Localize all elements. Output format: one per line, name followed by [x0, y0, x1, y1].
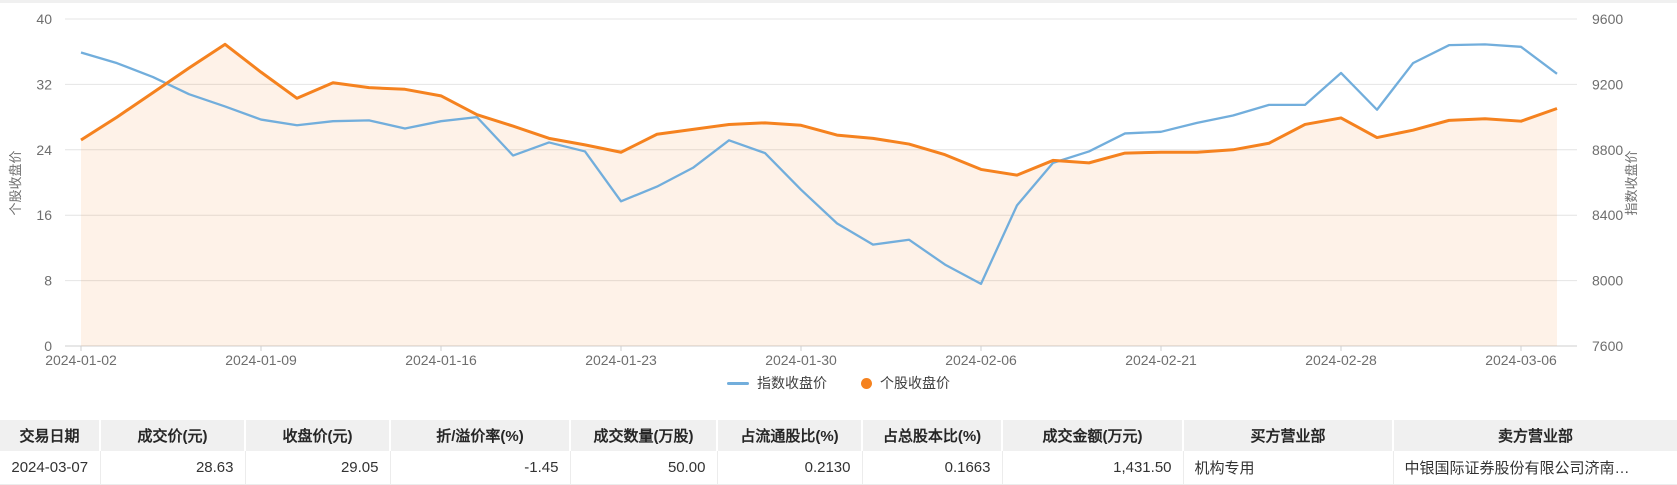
- x-axis-label: 2024-01-02: [45, 352, 117, 367]
- table-cell: 50.00: [569, 451, 717, 485]
- left-axis-tick-label: 16: [36, 207, 52, 223]
- table-cell: 中银国际证券股份有限公司济南…: [1392, 451, 1677, 485]
- table-cell: 0.2130: [716, 451, 862, 485]
- left-axis-tick-label: 32: [36, 76, 52, 92]
- right-axis-tick-label: 9200: [1592, 76, 1623, 92]
- table-cell: 29.05: [244, 451, 390, 485]
- right-axis-tick-label: 8000: [1592, 273, 1623, 289]
- x-axis-label: 2024-02-28: [1305, 352, 1377, 367]
- table-cell: 2024-03-07: [0, 451, 100, 485]
- table-header-row: 交易日期 成交价(元) 收盘价(元) 折/溢价率(%) 成交数量(万股) 占流通股比(%)…: [0, 420, 1677, 451]
- left-axis-tick-label: 0: [44, 338, 52, 354]
- stock-dot-marker: [861, 377, 872, 389]
- column-header: 收盘价(元): [244, 420, 390, 451]
- column-header: 买方营业部: [1182, 420, 1393, 451]
- legend-item-stock-close[interactable]: 个股收盘价: [861, 373, 950, 393]
- right-axis-title: 指数收盘价: [1624, 150, 1639, 215]
- column-header: 占总股本比(%): [861, 420, 1002, 451]
- x-axis-label: 2024-02-21: [1125, 352, 1197, 367]
- chart-svg[interactable]: 96009200880084008000760040322416802024-0…: [0, 3, 1677, 367]
- stock-close-line: [80, 42, 1558, 177]
- chart-legend: 指数收盘价 个股收盘价: [0, 373, 1677, 393]
- price-chart: 9600 9200 8800 8400 8000 7600 40 32 24 16 8 0 2024-0…: [0, 3, 1677, 393]
- stock-close-area: [81, 44, 1557, 346]
- left-axis-title: 个股收盘价: [8, 150, 23, 215]
- legend-label: 指数收盘价: [757, 375, 827, 391]
- right-axis-tick-label: 8800: [1592, 142, 1623, 158]
- right-axis-tick-label: 9600: [1592, 11, 1623, 27]
- column-header: 折/溢价率(%): [389, 420, 570, 451]
- table-row: 2024-03-07 28.63 29.05 -1.45 50.00 0.2130 0.16…: [0, 451, 1677, 485]
- left-axis-tick-label: 40: [36, 11, 52, 27]
- x-axis-label: 2024-01-09: [225, 352, 297, 367]
- x-axis-label: 2024-02-06: [945, 352, 1017, 367]
- column-header: 占流通股比(%): [716, 420, 862, 451]
- x-axis-label: 2024-01-23: [585, 352, 657, 367]
- column-header: 成交金额(万元): [1001, 420, 1183, 451]
- x-axis-label: 2024-01-30: [765, 352, 837, 367]
- column-header: 成交价(元): [99, 420, 245, 451]
- table-cell: 机构专用: [1182, 451, 1393, 485]
- table-cell: -1.45: [389, 451, 570, 485]
- table-cell: 0.1663: [861, 451, 1002, 485]
- table-cell: 1,431.50: [1001, 451, 1183, 485]
- index-close-line: [80, 43, 1558, 286]
- legend-item-index-close[interactable]: 指数收盘价: [727, 373, 827, 393]
- left-axis-tick-label: 24: [36, 142, 52, 158]
- trades-table: 交易日期 成交价(元) 收盘价(元) 折/溢价率(%) 成交数量(万股) 占流通股比(%)…: [0, 420, 1677, 485]
- legend-label: 个股收盘价: [880, 375, 950, 391]
- x-axis-label: 2024-01-16: [405, 352, 477, 367]
- right-axis-tick-label: 7600: [1592, 338, 1623, 354]
- left-axis-tick-label: 8: [44, 273, 52, 289]
- index-line-marker: [727, 381, 749, 385]
- column-header: 交易日期: [0, 420, 100, 451]
- column-header: 卖方营业部: [1392, 420, 1677, 451]
- right-axis-tick-label: 8400: [1592, 207, 1623, 223]
- top-divider: [0, 0, 1677, 3]
- table-cell: 28.63: [99, 451, 245, 485]
- column-header: 成交数量(万股): [569, 420, 717, 451]
- x-axis-label: 2024-03-06: [1485, 352, 1557, 367]
